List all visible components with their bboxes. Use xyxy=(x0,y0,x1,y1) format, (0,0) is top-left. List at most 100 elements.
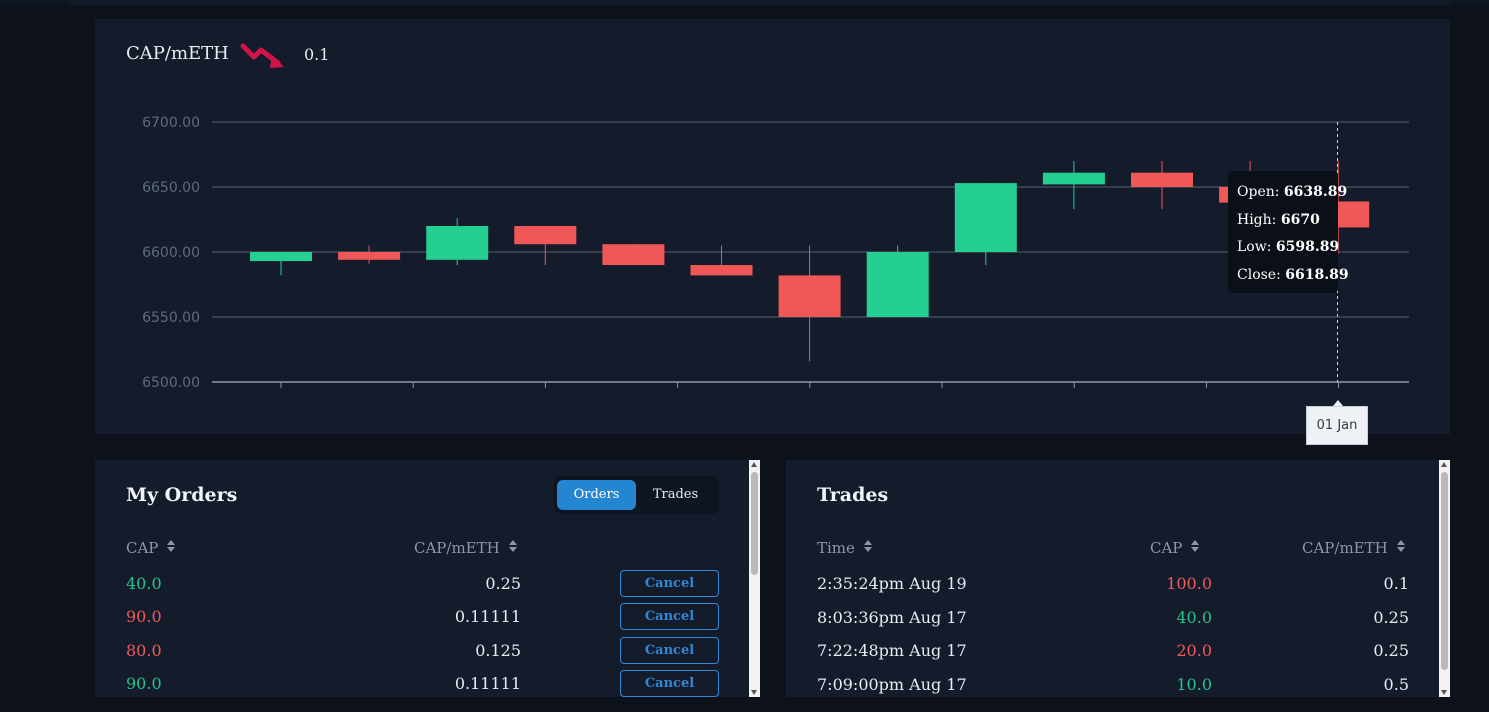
candle-body xyxy=(1131,172,1193,187)
order-row: 80.0 0.125 Cancel xyxy=(95,634,760,667)
sort-icon xyxy=(863,540,874,554)
y-tick-label: 6500.00 xyxy=(142,375,200,391)
tooltip-open: Open: 6638.89 xyxy=(1237,179,1347,207)
cancel-order-button[interactable]: Cancel xyxy=(620,637,719,664)
trades-scrollbar[interactable] xyxy=(1439,460,1450,697)
candlestick-chart[interactable]: 6700.00 6650.00 6600.00 6550.00 6500.00 xyxy=(95,19,1450,434)
trade-row: 7:09:00pm Aug 17 10.0 0.5 xyxy=(786,668,1450,697)
trades-panel: Trades Time CAP CAP/mETH 2:35:24pm Aug 1… xyxy=(786,460,1450,697)
col-header-price[interactable]: CAP/mETH xyxy=(1302,539,1407,557)
trade-price: 0.1 xyxy=(1383,574,1409,593)
tooltip-open-label: Open: xyxy=(1237,184,1280,200)
trade-time: 7:09:00pm Aug 17 xyxy=(817,675,967,694)
order-cap: 90.0 xyxy=(126,674,162,693)
candle-body xyxy=(250,252,312,262)
tooltip-low-value: 6598.89 xyxy=(1275,239,1340,255)
sort-icon xyxy=(508,540,519,554)
scroll-up-icon[interactable] xyxy=(751,462,757,467)
trade-time: 8:03:36pm Aug 17 xyxy=(817,608,967,627)
top-bar xyxy=(0,0,1489,5)
trade-cap: 100.0 xyxy=(1166,574,1212,593)
candle-body xyxy=(514,226,577,245)
col-header-price-label: CAP/mETH xyxy=(1302,539,1388,557)
tooltip-close-label: Close: xyxy=(1237,266,1281,283)
order-row: 90.0 0.11111 Cancel xyxy=(95,600,760,633)
y-tick-label: 6550.00 xyxy=(142,310,200,326)
tab-orders[interactable]: Orders xyxy=(557,480,636,510)
order-price: 0.11111 xyxy=(454,674,521,693)
trade-cap: 20.0 xyxy=(1176,641,1212,660)
order-cap: 80.0 xyxy=(126,641,162,660)
tooltip-high-value: 6670 xyxy=(1280,211,1320,228)
tooltip-low: Low: 6598.89 xyxy=(1237,234,1340,262)
trade-price: 0.25 xyxy=(1373,608,1409,627)
trade-row: 8:03:36pm Aug 17 40.0 0.25 xyxy=(786,601,1450,634)
col-header-cap[interactable]: CAP xyxy=(1150,539,1201,557)
scroll-down-icon[interactable] xyxy=(1441,690,1447,695)
trade-row: 7:22:48pm Aug 17 20.0 0.25 xyxy=(786,634,1450,667)
trade-price: 0.25 xyxy=(1373,641,1409,660)
trade-cap: 10.0 xyxy=(1176,675,1212,694)
cancel-order-button[interactable]: Cancel xyxy=(620,670,719,697)
tooltip-close-value: 6618.89 xyxy=(1285,266,1349,283)
candle-body xyxy=(338,252,401,260)
candle-body xyxy=(426,226,489,260)
tooltip-close: Close: 6618.89 xyxy=(1237,262,1349,290)
cancel-order-button[interactable]: Cancel xyxy=(620,603,719,630)
price-chart-panel: 6700.00 6650.00 6600.00 6550.00 6500.00 CAP/… xyxy=(95,19,1450,445)
candle-body xyxy=(778,275,841,317)
order-row: 90.0 0.11111 Cancel xyxy=(95,667,760,697)
y-tick-label: 6700.00 xyxy=(142,115,200,131)
trending-down-icon xyxy=(240,43,284,68)
trade-time: 7:22:48pm Aug 17 xyxy=(817,641,967,660)
order-cap: 90.0 xyxy=(126,607,162,626)
order-row: 40.0 0.25 Cancel xyxy=(95,567,760,600)
crosshair-date-text: 01 Jan xyxy=(1316,418,1358,433)
scroll-thumb[interactable] xyxy=(751,472,758,575)
scroll-up-icon[interactable] xyxy=(1441,462,1447,467)
col-header-time[interactable]: Time xyxy=(817,539,874,557)
crosshair-date-label: 01 Jan xyxy=(1306,400,1368,445)
candle-tooltip: Open: 6638.89 High: 6670 Low: 6598.89 Cl… xyxy=(1228,171,1349,293)
scroll-thumb[interactable] xyxy=(1441,472,1448,670)
candle-body xyxy=(602,244,665,265)
trade-price: 0.5 xyxy=(1383,675,1409,694)
y-tick-label: 6650.00 xyxy=(142,180,200,196)
trades-title: Trades xyxy=(817,484,889,506)
sort-icon xyxy=(1191,540,1201,554)
orders-trades-toggle: Orders Trades xyxy=(554,476,719,514)
order-price: 0.11111 xyxy=(454,607,521,626)
orders-scrollbar[interactable] xyxy=(749,460,760,697)
tooltip-open-value: 6638.89 xyxy=(1283,184,1348,200)
sort-icon xyxy=(1396,540,1407,554)
scroll-down-icon[interactable] xyxy=(751,690,757,695)
col-header-time-label: Time xyxy=(817,539,855,557)
trade-time: 2:35:24pm Aug 19 xyxy=(817,574,967,593)
last-price: 0.1 xyxy=(304,45,330,64)
candle-body xyxy=(690,265,753,276)
candle-body xyxy=(954,183,1017,252)
cancel-order-button[interactable]: Cancel xyxy=(620,570,719,597)
y-tick-label: 6600.00 xyxy=(142,245,200,261)
order-price: 0.25 xyxy=(485,574,521,593)
order-cap: 40.0 xyxy=(126,574,162,593)
col-header-cap-label: CAP xyxy=(1150,539,1183,557)
my-orders-title: My Orders xyxy=(126,484,238,506)
trade-row: 2:35:24pm Aug 19 100.0 0.1 xyxy=(786,567,1450,600)
candle-body xyxy=(1042,172,1105,185)
my-orders-panel: My Orders Orders Trades CAP CAP/mETH 40.… xyxy=(95,460,760,697)
tab-trades[interactable]: Trades xyxy=(652,487,699,502)
col-header-cap-label: CAP xyxy=(126,539,159,557)
col-header-price-label: CAP/mETH xyxy=(414,539,500,557)
date-flag-caret xyxy=(1333,400,1343,406)
sort-icon xyxy=(167,540,177,554)
order-price: 0.125 xyxy=(475,641,521,660)
col-header-price[interactable]: CAP/mETH xyxy=(414,539,519,557)
top-bar-inner xyxy=(70,0,1450,5)
tooltip-high: High: 6670 xyxy=(1237,207,1338,235)
tooltip-low-label: Low: xyxy=(1237,239,1272,255)
candle-body xyxy=(866,252,929,317)
trade-cap: 40.0 xyxy=(1176,608,1212,627)
pair-title: CAP/mETH xyxy=(126,43,229,64)
col-header-cap[interactable]: CAP xyxy=(126,539,177,557)
